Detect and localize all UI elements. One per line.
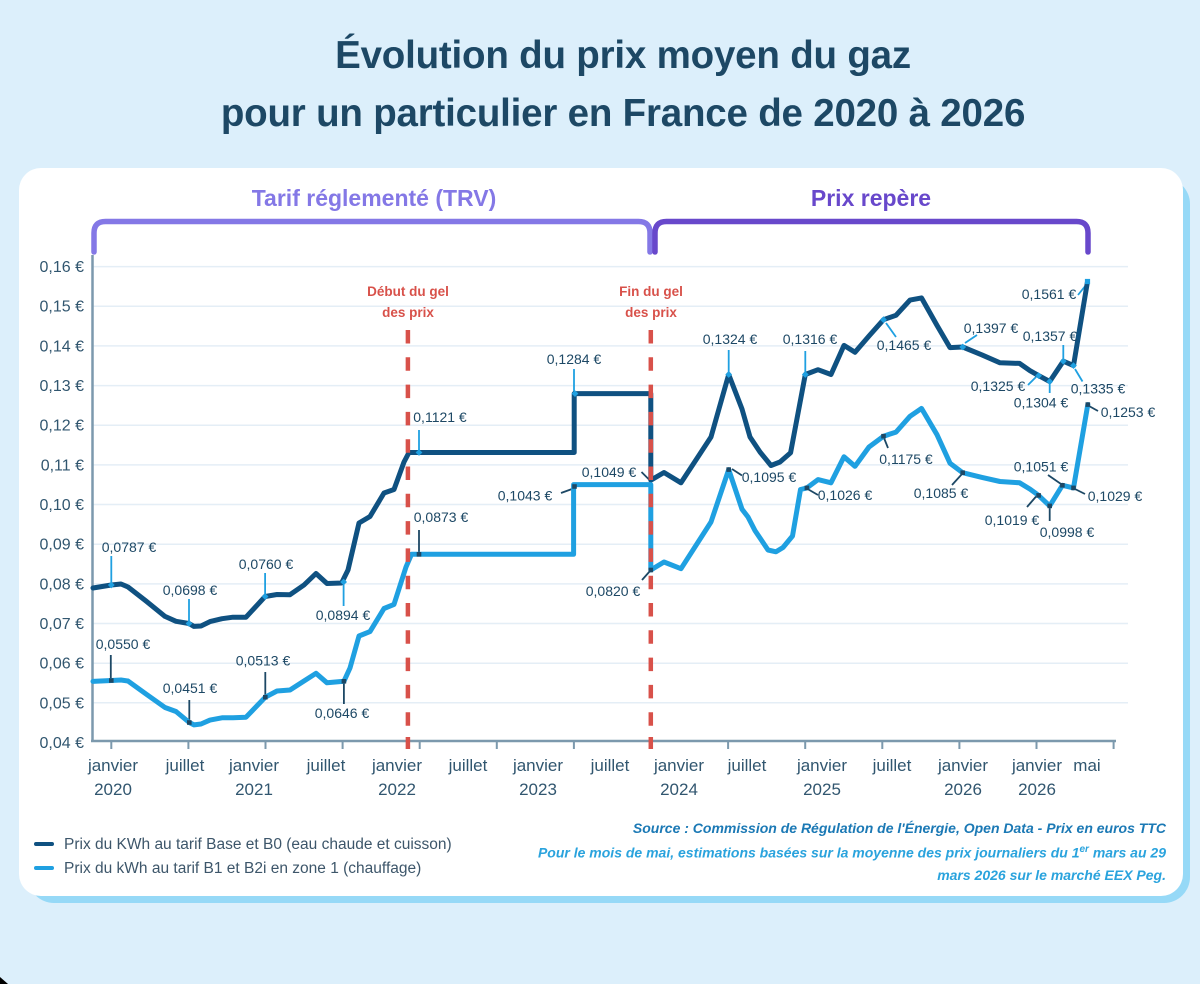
svg-text:janvier: janvier (512, 756, 563, 775)
svg-text:2021: 2021 (235, 780, 273, 799)
svg-text:des prix: des prix (382, 305, 434, 320)
svg-text:0,1324 €: 0,1324 € (703, 331, 758, 347)
svg-text:2022: 2022 (378, 780, 416, 799)
svg-text:0,0698 €: 0,0698 € (163, 582, 218, 598)
svg-text:2024: 2024 (660, 780, 698, 799)
svg-text:0,1029 €: 0,1029 € (1088, 488, 1143, 504)
svg-text:0,1175 €: 0,1175 € (879, 451, 933, 467)
svg-text:0,09 €: 0,09 € (40, 537, 85, 554)
svg-text:janvier: janvier (228, 756, 279, 775)
svg-text:0,1043 €: 0,1043 € (498, 488, 553, 504)
svg-text:0,0760 €: 0,0760 € (239, 556, 294, 572)
svg-text:0,13 €: 0,13 € (40, 378, 85, 395)
svg-text:0,06 €: 0,06 € (40, 656, 85, 673)
svg-text:Tarif réglementé (TRV): Tarif réglementé (TRV) (252, 185, 497, 211)
svg-text:janvier: janvier (796, 756, 847, 775)
svg-text:0,1316 €: 0,1316 € (783, 331, 838, 347)
svg-text:2026: 2026 (944, 780, 982, 799)
svg-text:0,1357 €: 0,1357 € (1023, 328, 1078, 344)
svg-text:juillet: juillet (448, 756, 488, 775)
svg-text:Fin du gel: Fin du gel (619, 284, 683, 299)
svg-text:0,07 €: 0,07 € (40, 616, 85, 633)
svg-text:juillet: juillet (872, 756, 912, 775)
svg-text:2026: 2026 (1018, 780, 1056, 799)
svg-text:0,1304 €: 0,1304 € (1014, 395, 1069, 411)
svg-text:0,0894 €: 0,0894 € (316, 607, 371, 623)
svg-text:0,1049 €: 0,1049 € (582, 464, 637, 480)
svg-text:0,1085 €: 0,1085 € (914, 485, 969, 501)
svg-text:0,0451 €: 0,0451 € (163, 680, 218, 696)
svg-text:0,0873 €: 0,0873 € (414, 509, 469, 525)
svg-text:janvier: janvier (371, 756, 422, 775)
svg-text:0,15 €: 0,15 € (40, 299, 85, 316)
svg-text:0,1465 €: 0,1465 € (877, 337, 932, 353)
svg-text:0,0550 €: 0,0550 € (96, 636, 151, 652)
svg-text:2023: 2023 (519, 780, 557, 799)
svg-text:0,04 €: 0,04 € (40, 735, 85, 752)
svg-text:juillet: juillet (165, 756, 205, 775)
svg-text:0,1335 €: 0,1335 € (1071, 381, 1126, 397)
svg-text:0,11 €: 0,11 € (41, 457, 84, 474)
svg-text:juillet: juillet (590, 756, 630, 775)
svg-text:0,16 €: 0,16 € (40, 259, 85, 276)
svg-text:0,1325 €: 0,1325 € (971, 378, 1026, 394)
svg-text:juillet: juillet (306, 756, 346, 775)
svg-text:0,12 €: 0,12 € (40, 418, 85, 435)
svg-text:mai: mai (1073, 756, 1100, 775)
svg-text:0,1284 €: 0,1284 € (547, 351, 602, 367)
svg-text:2020: 2020 (94, 780, 132, 799)
svg-text:0,1121 €: 0,1121 € (413, 409, 467, 425)
svg-text:janvier: janvier (653, 756, 704, 775)
svg-text:Début du gel: Début du gel (367, 284, 449, 299)
svg-text:0,0787 €: 0,0787 € (102, 539, 157, 555)
svg-text:0,0646 €: 0,0646 € (315, 705, 370, 721)
svg-text:0,05 €: 0,05 € (40, 695, 85, 712)
svg-text:0,14 €: 0,14 € (40, 338, 85, 355)
svg-text:0,10 €: 0,10 € (40, 497, 85, 514)
svg-text:janvier: janvier (87, 756, 138, 775)
svg-text:Prix repère: Prix repère (811, 185, 931, 211)
svg-text:0,1026 €: 0,1026 € (818, 487, 873, 503)
svg-text:0,1019 €: 0,1019 € (985, 512, 1040, 528)
svg-text:0,1253 €: 0,1253 € (1101, 404, 1156, 420)
svg-text:2025: 2025 (803, 780, 841, 799)
svg-text:0,0513 €: 0,0513 € (236, 653, 291, 669)
svg-text:0,0820 €: 0,0820 € (586, 583, 641, 599)
svg-text:0,1561 €: 0,1561 € (1022, 286, 1077, 302)
svg-text:0,1095 €: 0,1095 € (742, 469, 797, 485)
svg-text:0,08 €: 0,08 € (40, 576, 85, 593)
svg-text:des prix: des prix (625, 305, 677, 320)
svg-text:janvier: janvier (1011, 756, 1062, 775)
svg-text:janvier: janvier (937, 756, 988, 775)
svg-text:0,1397 €: 0,1397 € (964, 320, 1019, 336)
svg-text:0,0998 €: 0,0998 € (1040, 524, 1095, 540)
svg-text:0,1051 €: 0,1051 € (1014, 459, 1069, 475)
svg-text:juillet: juillet (727, 756, 767, 775)
